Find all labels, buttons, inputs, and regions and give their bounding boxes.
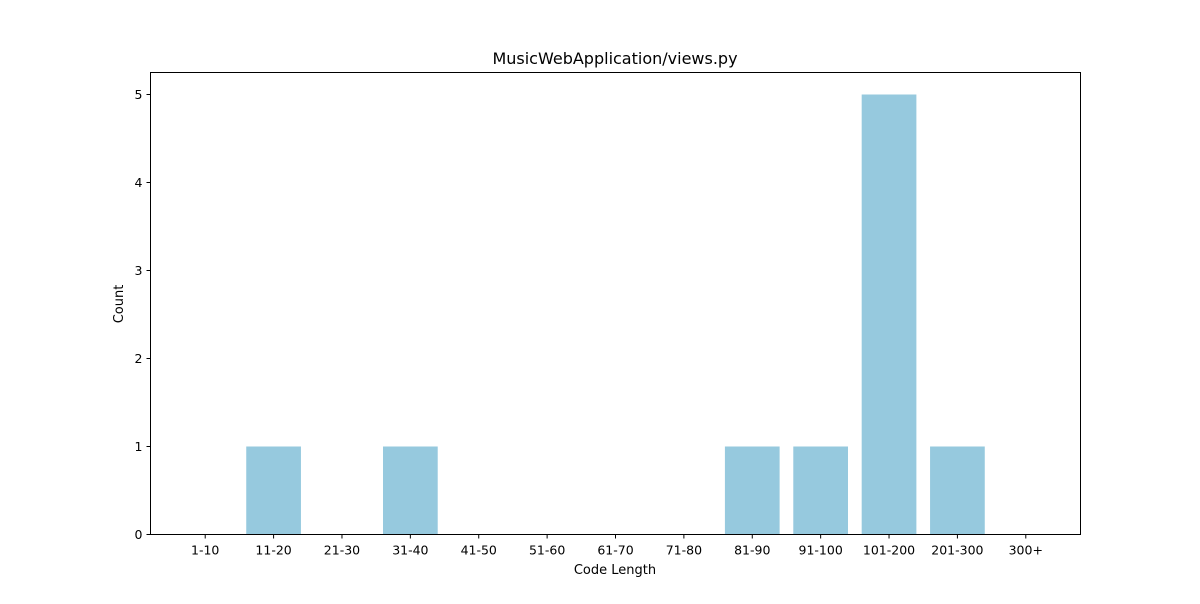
ticks-layer: 1-10 11-20 21-30 31-40 41-50 51-60 61-70 71-80 8… [135,87,1043,558]
y-tick-label: 1 [135,439,143,454]
x-tick-label: 1-10 [191,543,219,558]
x-tick-label: 31-40 [392,543,428,558]
x-tick-label: 71-80 [666,543,702,558]
x-tick-label: 101-200 [863,543,915,558]
y-tick-label: 2 [135,351,143,366]
y-tick-label: 0 [135,527,143,542]
x-tick-label: 81-90 [734,543,770,558]
bar-31-40 [383,446,438,535]
x-tick-label: 300+ [1009,543,1043,558]
y-tick-label: 3 [135,263,143,278]
x-tick-label: 41-50 [461,543,497,558]
bar-201-300 [930,446,985,535]
x-tick-label: 11-20 [255,543,291,558]
x-axis-label: Code Length [574,563,656,578]
x-tick-label: 21-30 [324,543,360,558]
y-axis-label: Count [112,285,127,324]
x-tick-label: 201-300 [931,543,983,558]
bar-101-200 [861,94,917,535]
chart-title: MusicWebApplication/views.py [492,49,737,68]
x-tick-label: 61-70 [597,543,633,558]
x-tick-label: 51-60 [529,543,565,558]
bars-layer [246,94,985,535]
bar-91-100 [793,446,848,535]
bar-81-90 [724,446,780,535]
y-tick-label: 5 [135,87,143,102]
plot-frame [150,72,1081,535]
bar-11-20 [246,446,301,535]
y-tick-label: 4 [135,175,143,190]
x-tick-label: 91-100 [799,543,843,558]
